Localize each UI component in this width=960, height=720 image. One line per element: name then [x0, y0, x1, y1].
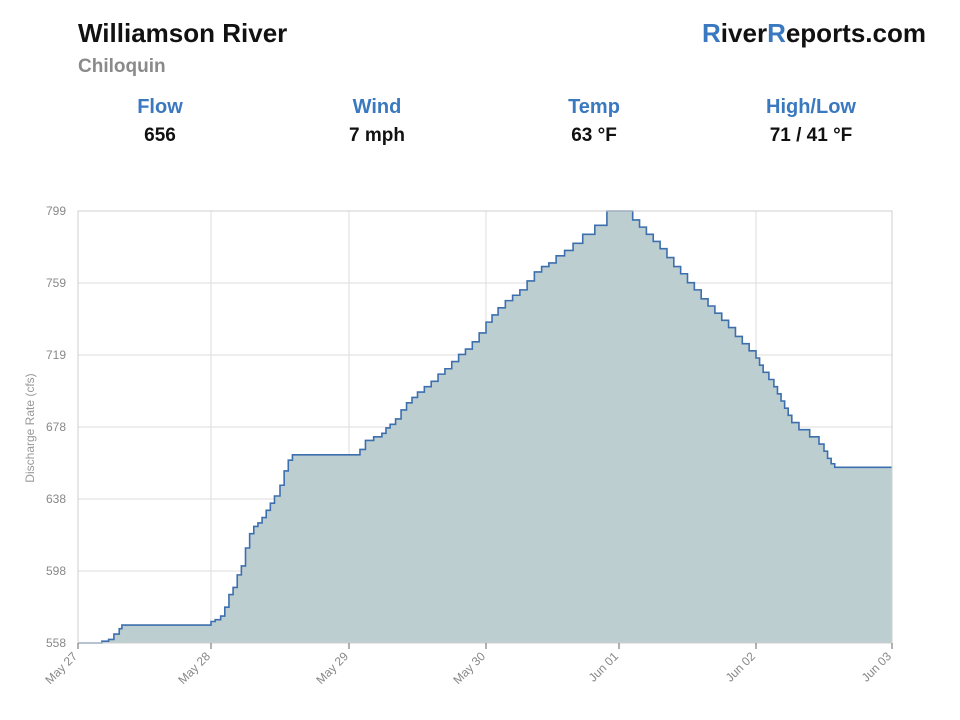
x-tick-label: Jun 03 — [859, 649, 895, 685]
y-tick-label: 759 — [46, 276, 66, 290]
y-tick-label: 799 — [46, 204, 66, 218]
x-tick-label: May 28 — [175, 649, 213, 687]
y-tick-label: 638 — [46, 492, 66, 506]
discharge-area — [78, 211, 892, 643]
y-axis-ticks: 558 598 638 678 719 759 799 — [46, 204, 66, 650]
discharge-line — [78, 210, 892, 644]
x-axis-ticks: May 27 May 28 May 29 May 30 Jun 01 Jun 02 Jun … — [42, 643, 894, 687]
stat-highlow: High/Low 71 / 41 °F — [721, 96, 901, 147]
brand-r1: R — [702, 18, 721, 48]
x-tick-label: Jun 01 — [586, 649, 622, 685]
y-axis-label: Discharge Rate (cfs) — [23, 373, 37, 482]
stat-temp-value: 63 °F — [571, 125, 617, 146]
x-tick-label: Jun 02 — [723, 649, 759, 685]
stat-flow-label: Flow — [137, 96, 183, 118]
brand-r2: R — [767, 18, 786, 48]
brand-mid1: iver — [720, 18, 768, 48]
location-subtitle: Chiloquin — [78, 56, 166, 77]
y-tick-label: 598 — [46, 564, 66, 578]
y-tick-label: 558 — [46, 636, 66, 650]
y-tick-label: 719 — [46, 348, 66, 362]
stat-temp-label: Temp — [568, 96, 620, 118]
stat-flow: Flow 656 — [70, 96, 250, 147]
stat-highlow-value: 71 / 41 °F — [769, 125, 853, 146]
x-tick-label: May 29 — [313, 649, 351, 687]
brand-logo[interactable]: RiverReports.com — [702, 18, 926, 49]
x-tick-label: May 30 — [450, 649, 488, 687]
y-tick-label: 678 — [46, 420, 66, 434]
brand-mid2: eports.com — [785, 18, 926, 48]
stat-highlow-label: High/Low — [766, 96, 856, 118]
stat-wind-label: Wind — [352, 96, 402, 118]
plot-frame — [77, 210, 893, 644]
stat-flow-value: 656 — [144, 125, 176, 146]
river-title: Williamson River — [78, 18, 288, 48]
stat-wind: Wind 7 mph — [287, 96, 467, 147]
stat-temp: Temp 63 °F — [504, 96, 684, 147]
stat-wind-value: 7 mph — [349, 125, 405, 146]
x-tick-label: May 27 — [42, 649, 80, 687]
